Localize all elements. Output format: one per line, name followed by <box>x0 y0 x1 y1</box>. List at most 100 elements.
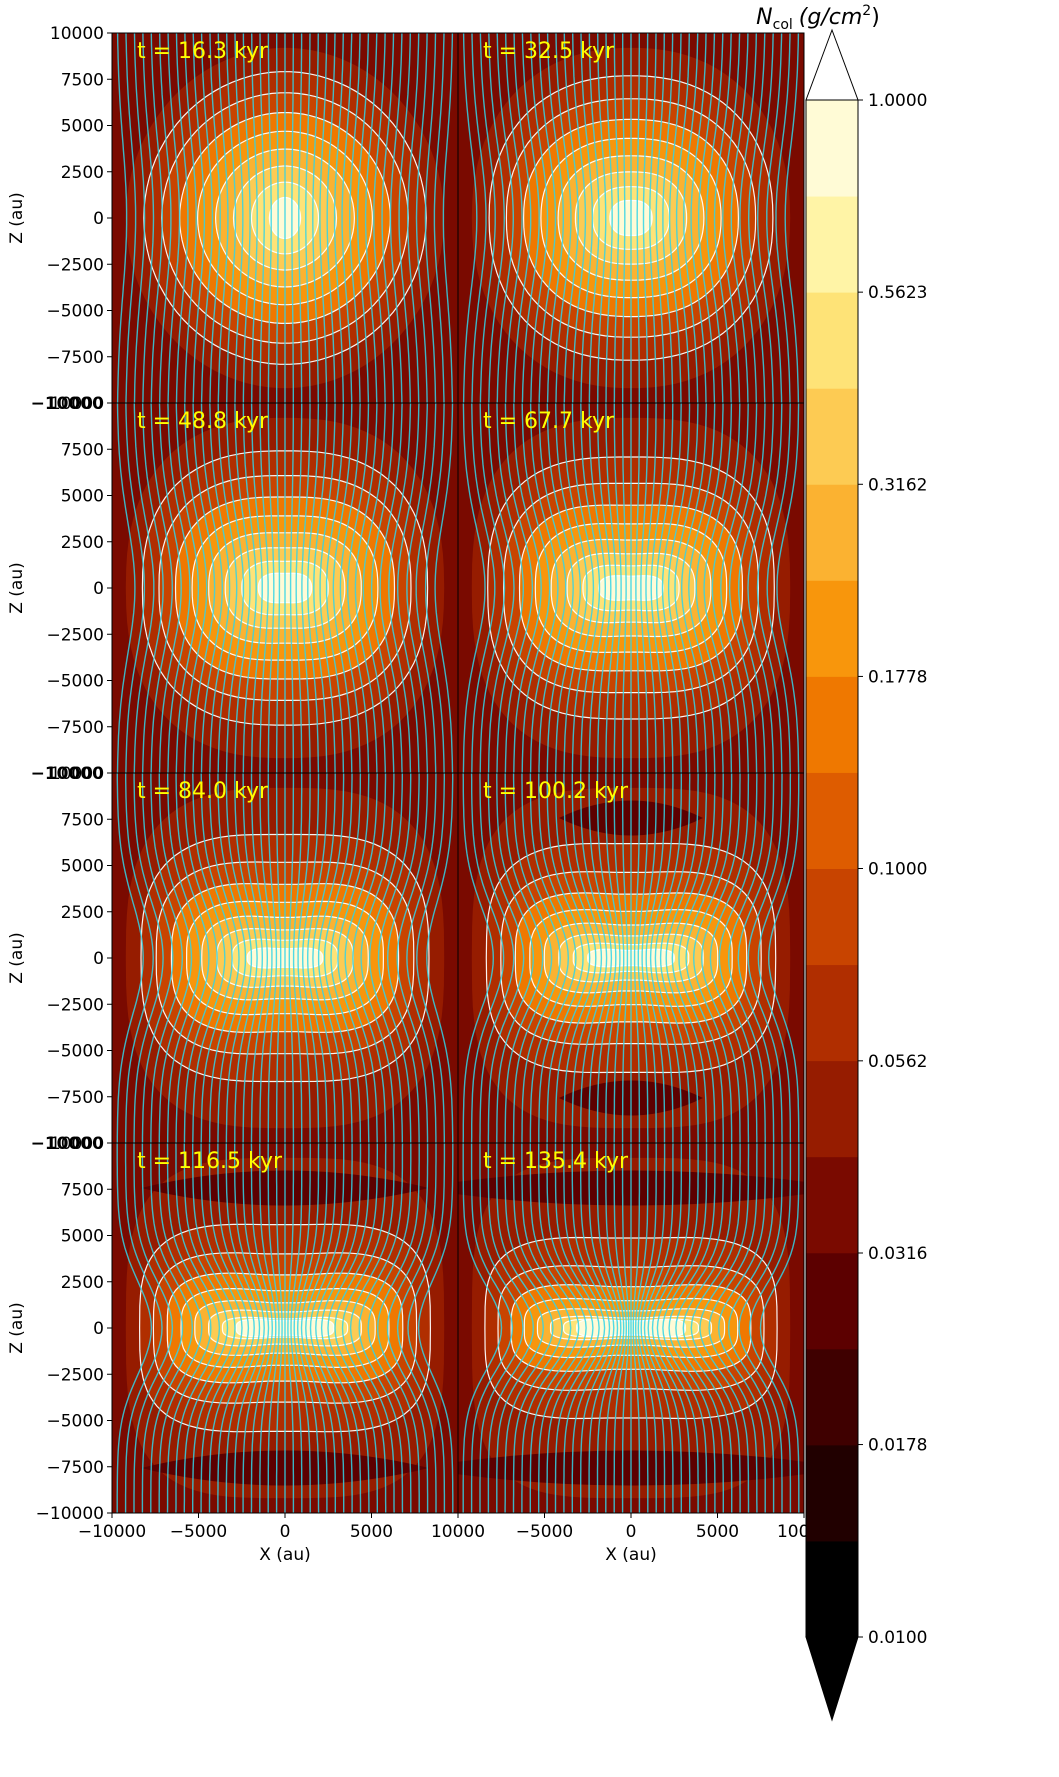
field-line <box>433 33 445 403</box>
field-line <box>167 403 191 773</box>
field-line <box>471 403 496 773</box>
field-line <box>386 1143 429 1513</box>
field-line <box>529 403 559 773</box>
field-line <box>297 773 311 1143</box>
field-line <box>470 1143 514 1513</box>
field-line <box>293 1143 311 1513</box>
field-line <box>175 403 200 773</box>
field-line <box>580 33 594 403</box>
y-axis-title: Z (au) <box>7 932 27 984</box>
time-label: t = 32.5 kyr <box>483 39 615 64</box>
field-line <box>756 33 774 403</box>
field-line <box>377 773 412 1143</box>
panel-8: t = 135.4 kyr <box>457 1142 805 1514</box>
field-line <box>682 33 699 403</box>
field-line <box>722 33 741 403</box>
field-line <box>665 773 699 1143</box>
field-line <box>217 1143 255 1513</box>
field-line <box>417 1143 454 1513</box>
field-line <box>757 773 792 1143</box>
field-lines <box>462 1143 800 1513</box>
field-line <box>701 773 741 1143</box>
field-line <box>434 403 454 773</box>
field-line <box>580 403 601 773</box>
field-line <box>588 33 600 403</box>
field-line <box>690 33 707 403</box>
field-line <box>640 1143 666 1513</box>
field-line <box>319 33 328 403</box>
x-tick-label: −5000 <box>170 1522 228 1542</box>
field-line <box>759 1143 800 1513</box>
field-line <box>325 403 345 773</box>
field-line <box>341 33 353 403</box>
time-label: t = 84.0 kyr <box>137 779 269 804</box>
field-line <box>487 1143 535 1513</box>
field-line <box>315 1143 353 1513</box>
field-line <box>200 773 233 1143</box>
field-line <box>766 33 783 403</box>
field-line <box>326 33 336 403</box>
field-line <box>306 773 328 1143</box>
field-line <box>685 773 724 1143</box>
field-line <box>242 403 257 773</box>
field-line <box>784 33 800 403</box>
field-line <box>655 33 665 403</box>
field-line <box>312 33 319 403</box>
field-line <box>424 33 437 403</box>
colorbar-level <box>806 580 858 677</box>
field-line <box>379 403 403 773</box>
field-line <box>651 1143 691 1513</box>
field-line <box>275 1143 283 1513</box>
field-line <box>242 1143 270 1513</box>
field-line <box>334 1143 378 1513</box>
field-line <box>662 33 674 403</box>
field-line <box>521 33 540 403</box>
field-line <box>159 33 172 403</box>
field-line <box>124 1143 163 1513</box>
y-tick-label: −2500 <box>46 1365 104 1385</box>
field-line <box>116 1143 153 1513</box>
colorbar-title-superscript: 2 <box>862 3 871 19</box>
colorbar-level <box>806 1060 858 1158</box>
field-line <box>462 773 495 1143</box>
field-line <box>332 403 353 773</box>
colorbar-level <box>806 100 858 197</box>
field-line <box>699 1143 750 1513</box>
colorbar-tick-label: 0.5623 <box>868 283 927 303</box>
field-line <box>513 33 532 403</box>
y-tick-label: −10000 <box>31 394 105 414</box>
field-line <box>662 1143 708 1513</box>
field-line <box>133 403 155 773</box>
y-tick-label: 7500 <box>61 70 104 90</box>
field-line <box>158 1143 203 1513</box>
colorbar-title-units: (g/cm <box>799 5 863 30</box>
field-line <box>275 773 282 1143</box>
field-line <box>563 403 588 773</box>
field-lines <box>116 403 454 773</box>
y-axis-title: Z (au) <box>7 562 27 614</box>
field-line <box>554 773 591 1143</box>
field-line <box>259 403 269 773</box>
field-line <box>462 33 478 403</box>
y-tick-label: −2500 <box>46 625 104 645</box>
field-line <box>668 33 682 403</box>
y-tick-label: −2500 <box>46 255 104 275</box>
field-line <box>621 1143 630 1513</box>
field-line <box>217 403 238 773</box>
field-lines <box>462 773 800 1143</box>
field-lines <box>116 33 454 403</box>
field-line <box>529 773 570 1143</box>
field-line <box>250 1143 274 1513</box>
field-line <box>276 403 281 773</box>
field-line <box>158 403 182 773</box>
field-line <box>398 33 411 403</box>
colorbar-tick-label: 0.0562 <box>868 1052 927 1072</box>
field-line <box>728 403 758 773</box>
y-tick-label: −2500 <box>46 995 104 1015</box>
field-line <box>640 403 649 773</box>
field-line <box>367 1143 412 1513</box>
field-line <box>192 403 216 773</box>
y-tick-label: 5000 <box>61 1227 104 1247</box>
field-line <box>352 773 387 1143</box>
field-line <box>192 1143 236 1513</box>
